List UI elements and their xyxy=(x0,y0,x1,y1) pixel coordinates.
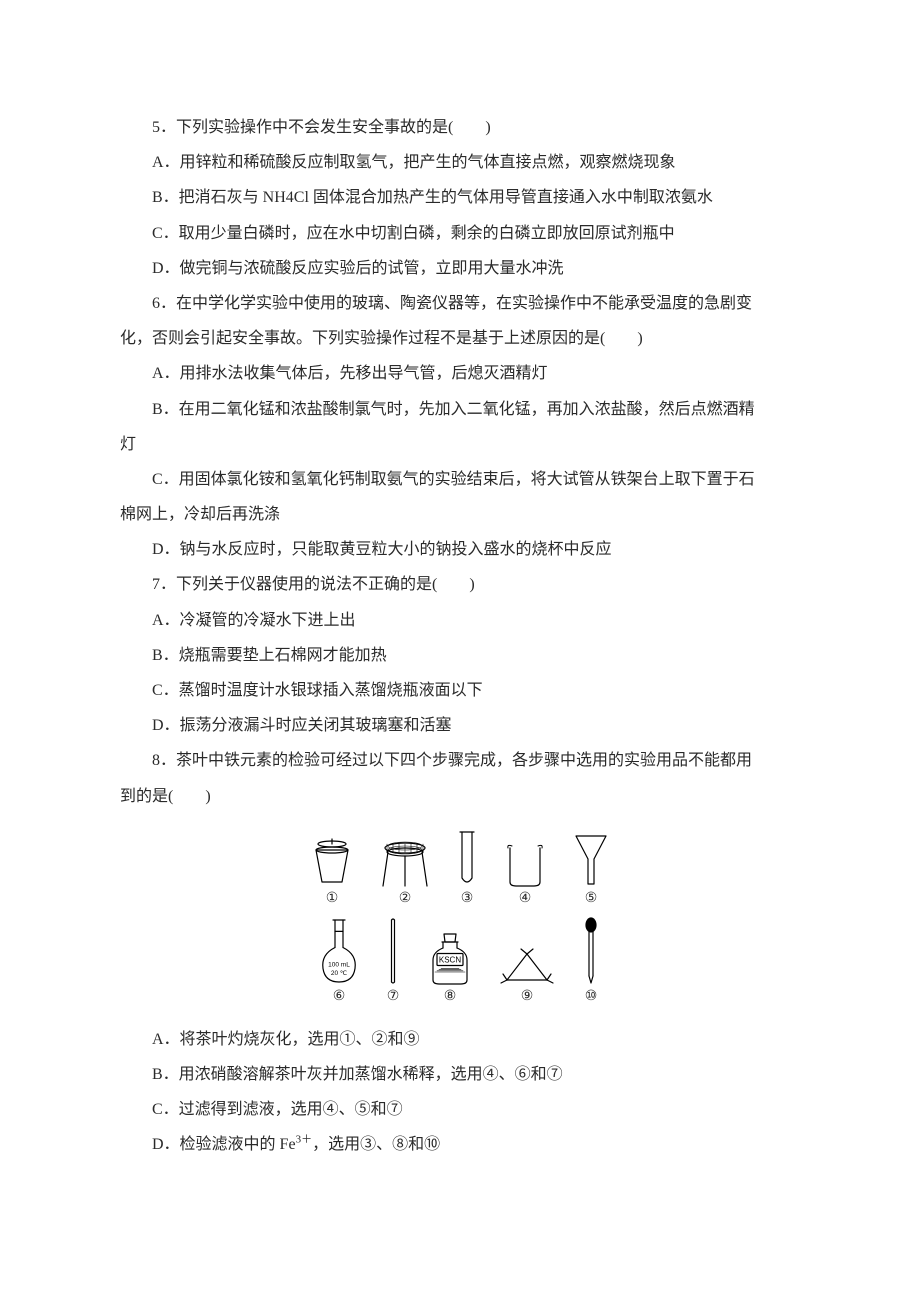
q7-option-b: B．烧瓶需要垫上石棉网才能加热 xyxy=(120,638,800,673)
clay_triangle-icon xyxy=(499,946,555,986)
fig-row1-item-2: ② xyxy=(380,836,430,906)
q5-option-b: B．把消石灰与 NH4Cl 固体混合加热产生的气体用导管直接通入水中制取浓氨水 xyxy=(120,180,800,215)
fig-row2-item-3: KSCN ⑧ xyxy=(427,930,473,1004)
q6-option-a: A．用排水法收集气体后，先移出导气管，后熄灭酒精灯 xyxy=(120,356,800,391)
q8-option-a: A．将茶叶灼烧灰化，选用①、②和⑨ xyxy=(120,1022,800,1057)
figure-caption: ⑤ xyxy=(585,892,598,906)
q7-option-d: D．振荡分液漏斗时应关闭其玻璃塞和活塞 xyxy=(120,708,800,743)
vol_flask-icon: 100 mL 20 ℃ xyxy=(319,916,359,986)
figure-row-1: ① ② ③ ④ ⑤ xyxy=(120,828,800,906)
figure-caption: ⑧ xyxy=(444,990,457,1004)
fig-row1-item-1: ① xyxy=(310,836,354,906)
tripod-icon xyxy=(380,836,430,888)
fig-row2-item-5: ⑩ xyxy=(581,916,601,1004)
q5-option-d: D．做完铜与浓硫酸反应实验后的试管，立即用大量水冲洗 xyxy=(120,251,800,286)
q8-stem-line2: 到的是( ) xyxy=(120,779,800,814)
crucible-icon xyxy=(310,836,354,888)
figure-caption: ⑩ xyxy=(585,990,598,1004)
q5-option-c: C．取用少量白磷时，应在水中切割白磷，剩余的白磷立即放回原试剂瓶中 xyxy=(120,216,800,251)
svg-text:KSCN: KSCN xyxy=(439,955,461,964)
q8-d-sup: 3＋ xyxy=(296,1134,313,1146)
figure-caption: ③ xyxy=(461,892,474,906)
q8-d-post: ，选用③、⑧和⑩ xyxy=(312,1136,440,1153)
svg-text:100 mL: 100 mL xyxy=(328,961,350,968)
q8-option-d: D．检验滤液中的 Fe3＋，选用③、⑧和⑩ xyxy=(120,1127,800,1162)
q8-stem-line1: 8．茶叶中铁元素的检验可经过以下四个步骤完成，各步骤中选用的实验用品不能都用 xyxy=(120,743,800,778)
figure-row-2: 100 mL 20 ℃ ⑥ ⑦ KSCN ⑧ ⑨ ⑩ xyxy=(120,916,800,1004)
q8-option-c: C．过滤得到滤液，选用④、⑤和⑦ xyxy=(120,1092,800,1127)
figure-caption: ④ xyxy=(519,892,532,906)
figure-caption: ① xyxy=(326,892,339,906)
q6-stem-line2: 化，否则会引起安全事故。下列实验操作过程不是基于上述原因的是( ) xyxy=(120,321,800,356)
testtube-icon xyxy=(456,828,478,888)
q6-option-d: D．钠与水反应时，只能取黄豆粒大小的钠投入盛水的烧杯中反应 xyxy=(120,532,800,567)
q5-stem: 5．下列实验操作中不会发生安全事故的是( ) xyxy=(120,110,800,145)
figure-caption: ⑦ xyxy=(387,990,400,1004)
fig-row2-item-2: ⑦ xyxy=(385,916,401,1004)
q6-option-c-line1: C．用固体氯化铵和氢氧化钙制取氨气的实验结束后，将大试管从铁架台上取下置于石 xyxy=(120,462,800,497)
q6-option-b-line2: 灯 xyxy=(120,427,800,462)
svg-text:20 ℃: 20 ℃ xyxy=(331,970,348,977)
q7-option-c: C．蒸馏时温度计水银球插入蒸馏烧瓶液面以下 xyxy=(120,673,800,708)
beaker-icon xyxy=(504,840,546,888)
q6-option-c-line2: 棉网上，冷却后再洗涤 xyxy=(120,497,800,532)
fig-row2-item-1: 100 mL 20 ℃ ⑥ xyxy=(319,916,359,1004)
dropper-icon xyxy=(581,916,601,986)
figure-caption: ⑥ xyxy=(333,990,346,1004)
fig-row1-item-5: ⑤ xyxy=(572,830,610,906)
q8-option-b: B．用浓硝酸溶解茶叶灰并加蒸馏水稀释，选用④、⑥和⑦ xyxy=(120,1057,800,1092)
q6-option-b-line1: B．在用二氧化锰和浓盐酸制氯气时，先加入二氧化锰，再加入浓盐酸，然后点燃酒精 xyxy=(120,392,800,427)
q6-stem-line1: 6．在中学化学实验中使用的玻璃、陶瓷仪器等，在实验操作中不能承受温度的急剧变 xyxy=(120,286,800,321)
funnel-icon xyxy=(572,830,610,888)
fig-row2-item-4: ⑨ xyxy=(499,946,555,1004)
fig-row1-item-3: ③ xyxy=(456,828,478,906)
q8-d-pre: D．检验滤液中的 Fe xyxy=(152,1136,296,1153)
reagent_bottle-icon: KSCN xyxy=(427,930,473,986)
q7-stem: 7．下列关于仪器使用的说法不正确的是( ) xyxy=(120,567,800,602)
q7-option-a: A．冷凝管的冷凝水下进上出 xyxy=(120,603,800,638)
glass_rod-icon xyxy=(385,916,401,986)
q5-option-a: A．用锌粒和稀硫酸反应制取氢气，把产生的气体直接点燃，观察燃烧现象 xyxy=(120,145,800,180)
figure-caption: ② xyxy=(399,892,412,906)
figure-caption: ⑨ xyxy=(521,990,534,1004)
q8-figure: ① ② ③ ④ ⑤ 100 mL 20 ℃ ⑥ ⑦ KSCN ⑧ ⑨ ⑩ xyxy=(120,828,800,1004)
fig-row1-item-4: ④ xyxy=(504,840,546,906)
